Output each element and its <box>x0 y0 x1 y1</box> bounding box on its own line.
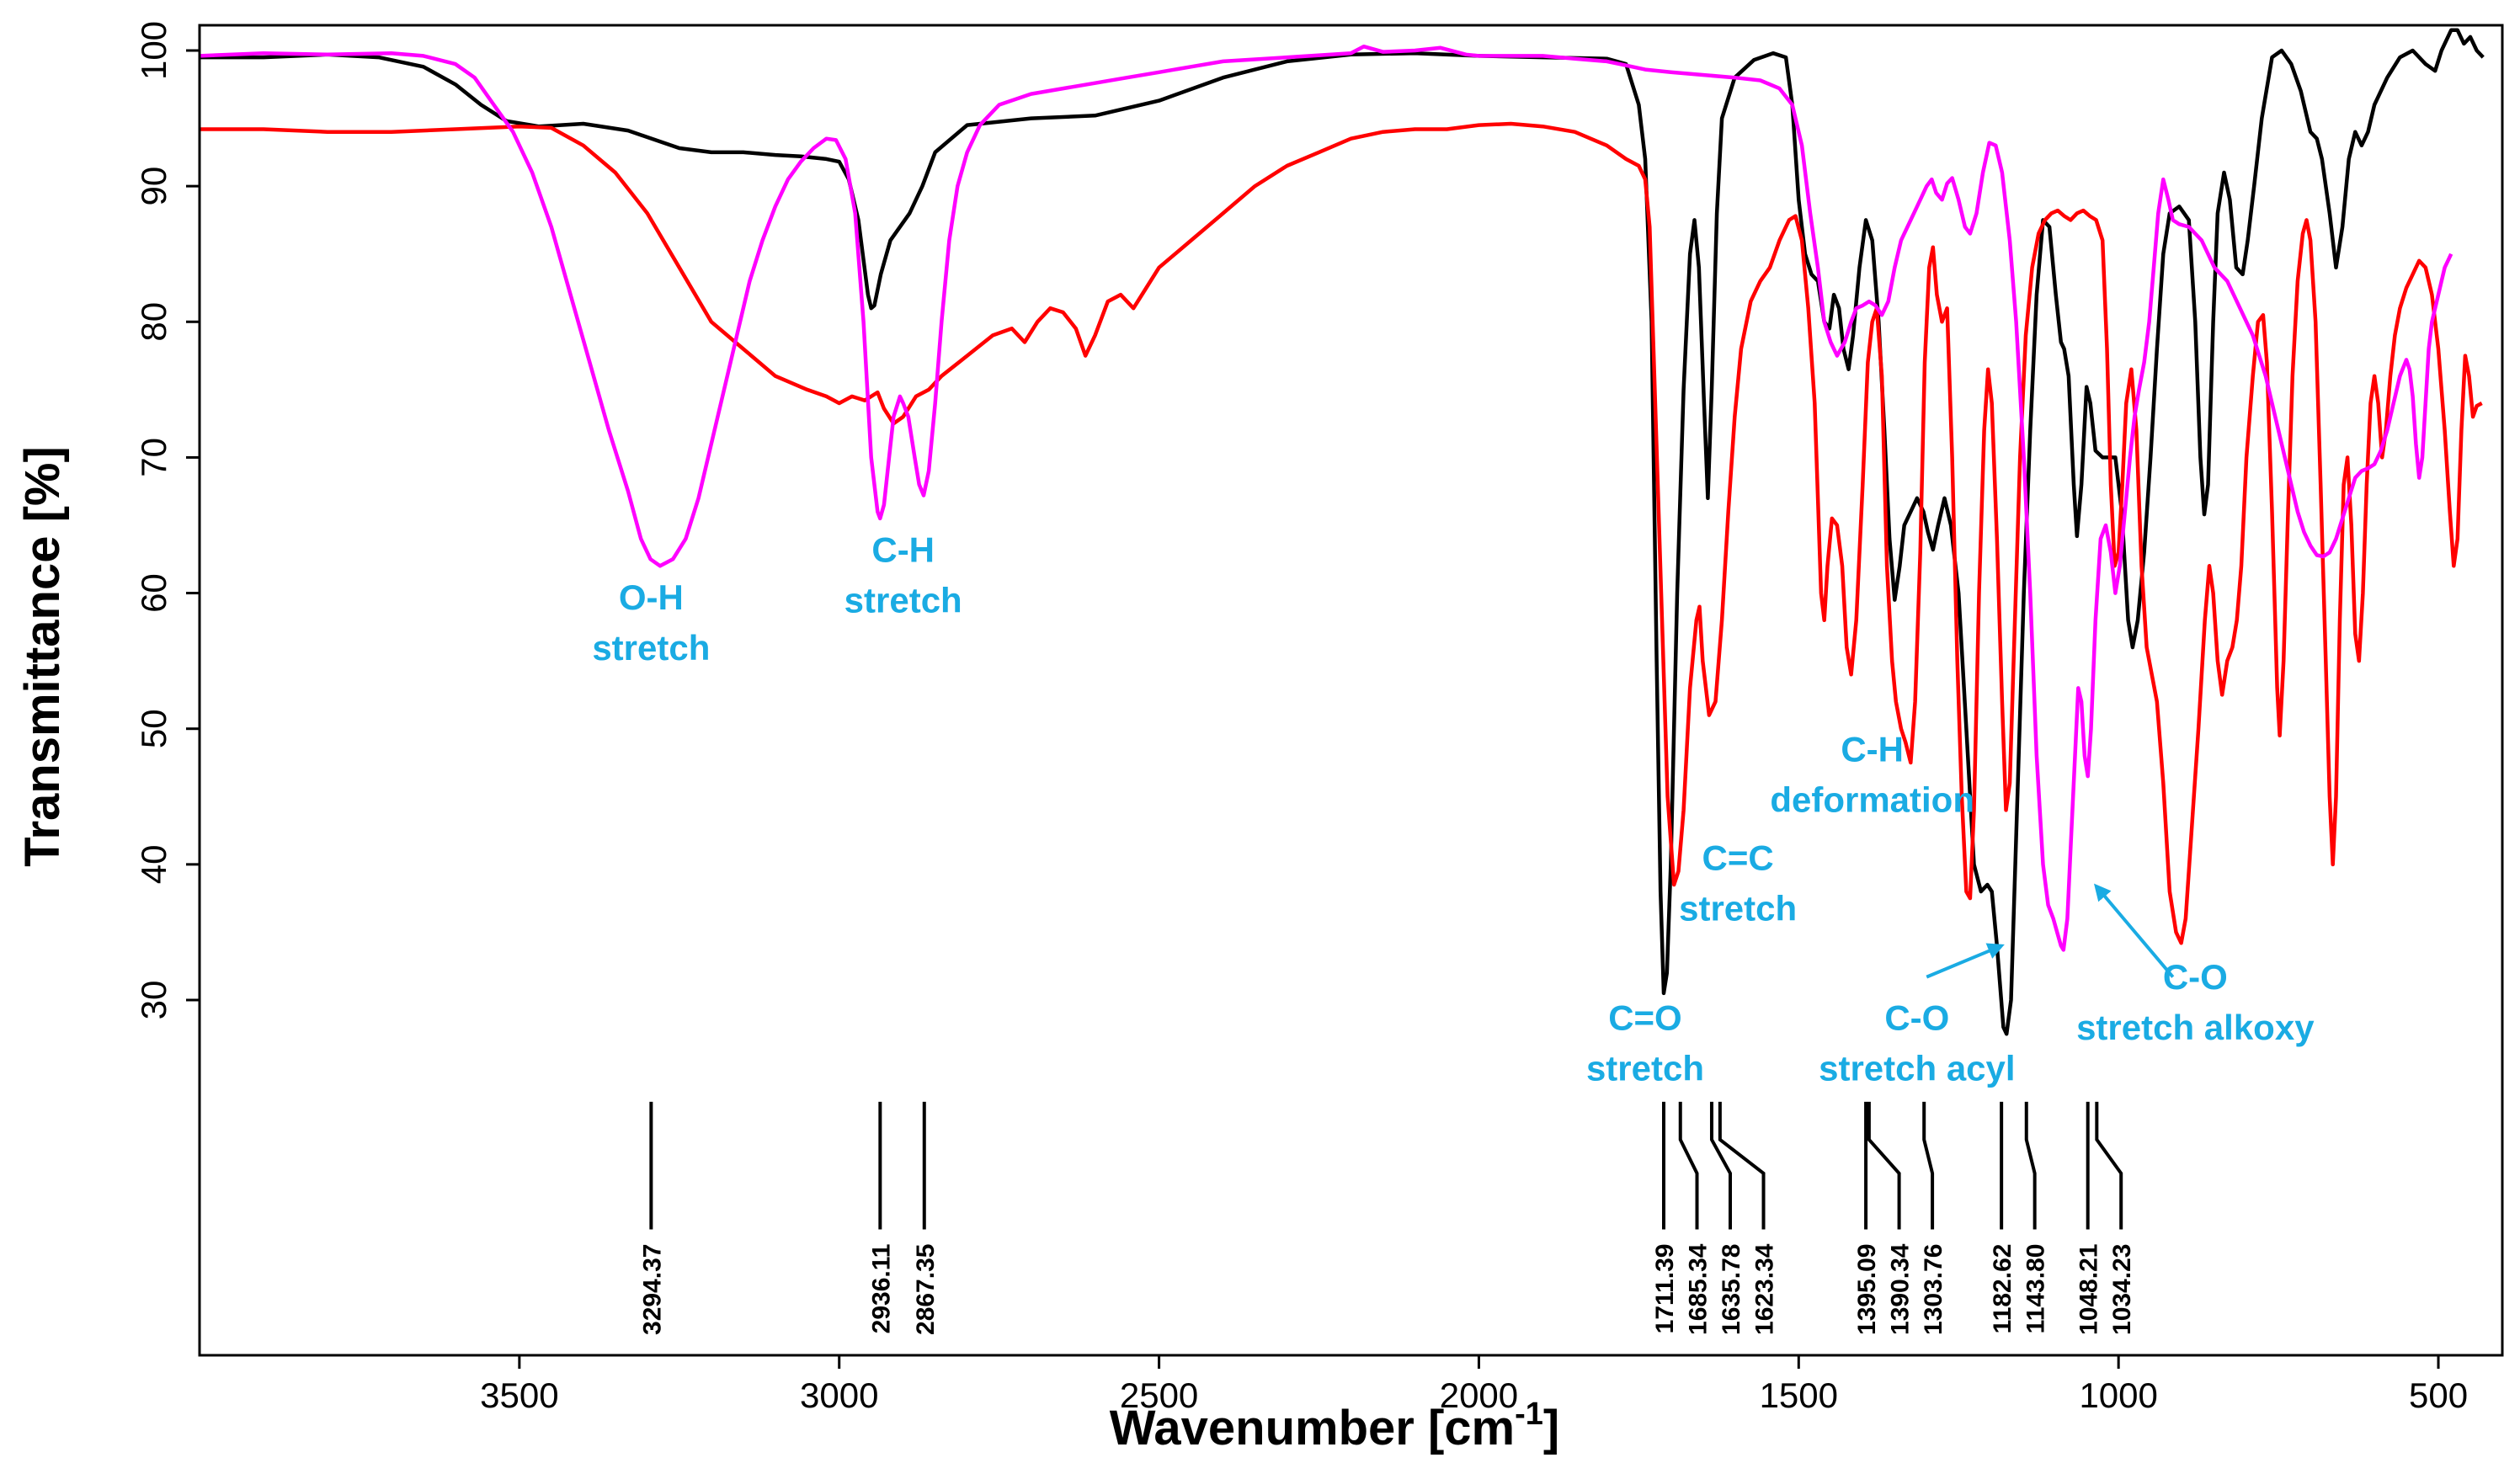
y-tick-label: 90 <box>134 167 173 206</box>
peak-marker-line <box>1922 1101 1935 1230</box>
peak-marker-label: 1635.78 <box>1718 1244 1745 1335</box>
peak-marker-label: 1034.23 <box>2108 1244 2136 1335</box>
x-tick-label: 1500 <box>1760 1375 1838 1415</box>
series-line-magenta <box>200 44 2453 952</box>
peak-marker-label: 3294.37 <box>638 1244 666 1335</box>
annotation-label: C-O stretch acyl <box>1819 998 2015 1088</box>
peak-marker-line <box>2095 1101 2123 1230</box>
peak-marker-line <box>1709 1101 1733 1230</box>
annotation-label: C=C stretch <box>1679 838 1797 928</box>
peak-marker-line <box>1718 1101 1766 1230</box>
x-tick-label: 3500 <box>480 1375 558 1415</box>
x-axis-ticks: 3500 3000 2500 2000 1500 1000 500 <box>480 1355 2468 1415</box>
peak-marker-label: 1623.34 <box>1751 1243 1779 1335</box>
y-tick-label: 50 <box>134 709 173 748</box>
y-axis-title: Transmittance [%] <box>15 446 70 867</box>
peak-marker-label: 2867.35 <box>912 1244 940 1335</box>
peak-marker-label: 1395.09 <box>1853 1244 1881 1335</box>
series-line-red <box>200 121 2483 945</box>
peak-marker-label: 1303.76 <box>1920 1244 1947 1335</box>
peak-marker-label: 1143.80 <box>2022 1244 2050 1334</box>
peak-marker-line <box>2024 1101 2037 1230</box>
x-axis-title: Wavenumber [cm-1] <box>1110 1397 1559 1455</box>
annotation-label: O-H stretch <box>592 577 710 668</box>
peak-marker-label: 1711.39 <box>1651 1244 1679 1334</box>
plot-frame <box>198 24 2504 1357</box>
x-tick-label: 3000 <box>800 1375 878 1415</box>
annotation-label: C-O stretch alkoxy <box>2076 957 2315 1047</box>
x-axis-title-close: ] <box>1543 1401 1559 1455</box>
series-layer <box>200 28 2485 1036</box>
peak-marker-label: 1182.62 <box>1989 1244 2017 1334</box>
peak-marker-line <box>1678 1101 1699 1230</box>
x-axis-title-sup: -1 <box>1515 1397 1543 1432</box>
x-tick-label: 2000 <box>1440 1375 1518 1415</box>
series-line-black <box>200 28 2485 1036</box>
x-tick-label: 1000 <box>2079 1375 2157 1415</box>
peak-marker-layer: 3294.37 2936.11 2867.35 1711.39 1685.34 1635.… <box>638 1101 2136 1335</box>
x-axis-title-main: Wavenumber [cm <box>1110 1401 1515 1455</box>
y-tick-label: 40 <box>134 844 173 884</box>
annotation-label: C-H stretch <box>844 530 962 620</box>
x-tick-label: 2500 <box>1120 1375 1198 1415</box>
peak-marker-line <box>1867 1101 1901 1230</box>
y-tick-label: 60 <box>134 573 173 613</box>
y-tick-label: 70 <box>134 438 173 477</box>
y-axis-ticks: 30 40 50 60 70 80 90 100 <box>134 21 200 1019</box>
annotation-arrow <box>2093 883 2175 978</box>
x-tick-label: 500 <box>2409 1375 2468 1415</box>
annotation-label: C=O stretch <box>1586 998 1704 1088</box>
y-tick-label: 80 <box>134 302 173 342</box>
annotation-label: C-H deformation <box>1770 729 1974 819</box>
peak-marker-label: 1048.21 <box>2075 1244 2103 1335</box>
peak-marker-label: 1685.34 <box>1685 1243 1713 1335</box>
peak-marker-label: 1390.34 <box>1887 1243 1915 1335</box>
y-tick-label: 30 <box>134 981 173 1020</box>
peak-marker-label: 2936.11 <box>867 1244 895 1334</box>
annotation-layer: O-H stretch C-H stretch C-H deformation C=C str… <box>592 530 2315 1088</box>
y-tick-label: 100 <box>134 21 173 80</box>
annotation-arrow <box>1926 943 2005 979</box>
